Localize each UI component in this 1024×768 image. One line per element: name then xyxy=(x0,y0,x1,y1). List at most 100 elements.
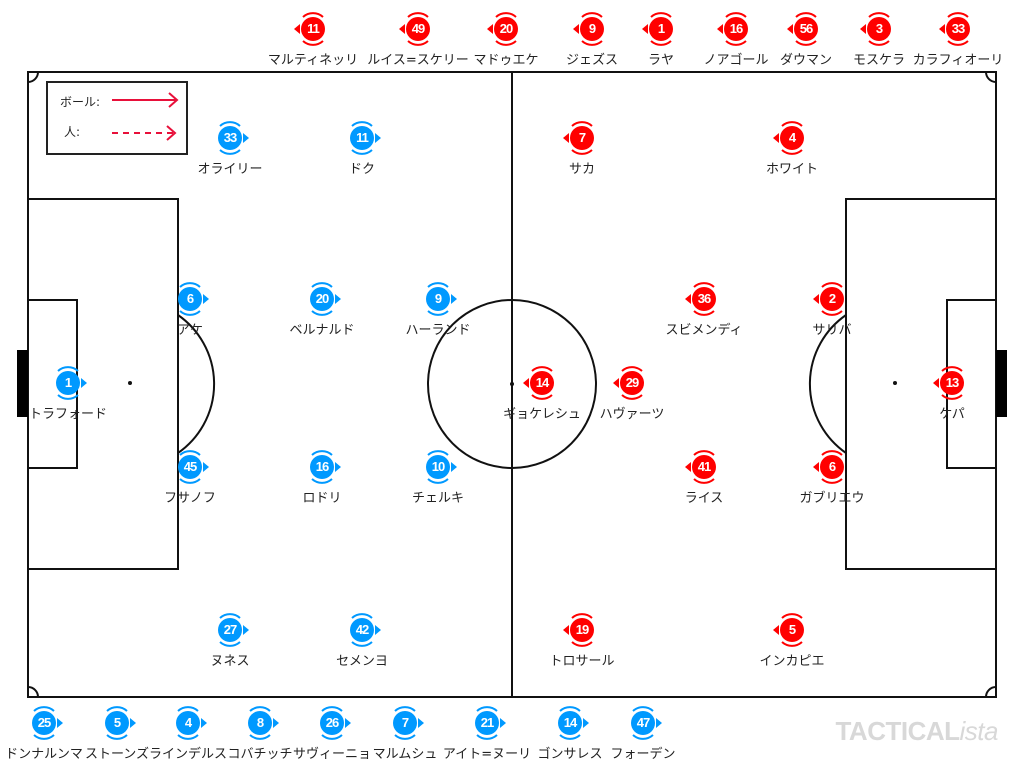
home-bench-marker[interactable]: 7 xyxy=(385,703,425,743)
away-players-marker[interactable]: 14 xyxy=(522,363,562,403)
player-icon xyxy=(399,12,430,46)
player-name: ガブリエウ xyxy=(799,491,865,506)
player-number: 19 xyxy=(575,622,589,637)
player-number: 9 xyxy=(434,291,442,306)
home-players-marker[interactable]: 11 xyxy=(342,118,382,158)
home-bench-marker[interactable]: 25 xyxy=(24,703,64,743)
away-players-marker[interactable]: 41 xyxy=(684,447,724,487)
player-number: 29 xyxy=(625,375,639,390)
home-players-marker[interactable]: 6 xyxy=(170,279,210,319)
home-players-marker[interactable]: 20 xyxy=(302,279,342,319)
player-name: ノアゴール xyxy=(703,53,769,68)
player-number: 5 xyxy=(113,715,121,730)
player-number: 45 xyxy=(183,459,197,474)
left-goal xyxy=(17,350,28,417)
player-name: アケ xyxy=(176,323,204,338)
home-players-marker[interactable]: 27 xyxy=(210,610,250,650)
player-icon xyxy=(320,706,351,740)
player-icon xyxy=(178,282,209,316)
player-number: 7 xyxy=(401,715,409,730)
player-icon xyxy=(563,121,594,155)
away-bench-marker[interactable]: 33 xyxy=(938,9,978,49)
player-icon xyxy=(685,282,716,316)
player-icon xyxy=(558,706,589,740)
player-number: 14 xyxy=(563,715,577,730)
player-icon xyxy=(176,706,207,740)
player-icon xyxy=(56,366,87,400)
home-bench-marker[interactable]: 21 xyxy=(467,703,507,743)
player-name: ラインデルス xyxy=(148,747,228,762)
away-bench-marker[interactable]: 56 xyxy=(786,9,826,49)
away-players-marker[interactable]: 36 xyxy=(684,279,724,319)
legend-arrows xyxy=(112,92,179,141)
away-bench-marker[interactable]: 16 xyxy=(716,9,756,49)
player-number: 49 xyxy=(411,21,425,36)
home-bench-marker[interactable]: 26 xyxy=(312,703,352,743)
player-name: ドク xyxy=(348,162,376,177)
player-number: 41 xyxy=(697,459,711,474)
away-players-marker[interactable]: 7 xyxy=(562,118,602,158)
player-number: 7 xyxy=(578,130,586,145)
away-players-marker[interactable]: 4 xyxy=(772,118,812,158)
player-icon xyxy=(178,450,209,484)
player-name: マルムシュ xyxy=(372,747,438,762)
player-icon xyxy=(475,706,506,740)
player-icon xyxy=(939,12,970,46)
away-players-marker[interactable]: 6 xyxy=(812,447,852,487)
home-players-marker[interactable]: 1 xyxy=(48,363,88,403)
player-name: ベルナルド xyxy=(289,323,355,338)
player-number: 6 xyxy=(828,459,836,474)
player-number: 26 xyxy=(325,715,339,730)
player-icon xyxy=(563,613,594,647)
player-name: スビメンディ xyxy=(665,323,743,338)
player-name: フサノフ xyxy=(164,491,216,506)
home-players-marker[interactable]: 45 xyxy=(170,447,210,487)
home-players-marker[interactable]: 33 xyxy=(210,118,250,158)
player-number: 21 xyxy=(480,715,494,730)
player-number: 33 xyxy=(951,21,965,36)
away-bench-marker[interactable]: 3 xyxy=(859,9,899,49)
away-players-marker[interactable]: 2 xyxy=(812,279,852,319)
player-icon xyxy=(426,450,457,484)
player-number: 16 xyxy=(315,459,329,474)
away-players-marker[interactable]: 19 xyxy=(562,610,602,650)
player-number: 20 xyxy=(499,21,513,36)
player-icon xyxy=(813,450,844,484)
player-name: ジェズス xyxy=(565,53,619,68)
home-bench-marker[interactable]: 47 xyxy=(623,703,663,743)
away-bench-marker[interactable]: 11 xyxy=(293,9,333,49)
player-name: コバチッチ xyxy=(227,747,293,762)
away-bench-marker[interactable]: 9 xyxy=(572,9,612,49)
player-name: サリバ xyxy=(812,323,852,338)
home-bench-marker[interactable]: 8 xyxy=(240,703,280,743)
away-players-marker[interactable]: 13 xyxy=(932,363,972,403)
player-number: 6 xyxy=(186,291,194,306)
player-icon xyxy=(350,613,381,647)
brand-watermark: TACTICALista xyxy=(835,716,998,747)
away-bench-marker[interactable]: 20 xyxy=(486,9,526,49)
player-name: マルティネッリ xyxy=(267,53,359,68)
player-name: フォーデン xyxy=(610,747,676,762)
away-bench-marker[interactable]: 1 xyxy=(641,9,681,49)
player-number: 3 xyxy=(875,21,883,36)
brand-main: TACTICAL xyxy=(835,716,960,746)
player-icon xyxy=(642,12,673,46)
home-players-marker[interactable]: 42 xyxy=(342,610,382,650)
player-name: ケパ xyxy=(939,407,965,422)
player-number: 42 xyxy=(355,622,369,637)
away-players-marker[interactable]: 5 xyxy=(772,610,812,650)
player-icon xyxy=(787,12,818,46)
brand-suffix: ista xyxy=(959,716,999,746)
away-players-marker[interactable]: 29 xyxy=(612,363,652,403)
home-bench-marker[interactable]: 5 xyxy=(97,703,137,743)
home-players-marker[interactable]: 9 xyxy=(418,279,458,319)
player-icon xyxy=(350,121,381,155)
home-bench-marker[interactable]: 4 xyxy=(168,703,208,743)
home-players-marker[interactable]: 16 xyxy=(302,447,342,487)
home-bench-marker[interactable]: 14 xyxy=(550,703,590,743)
player-name: ゴンサレス xyxy=(537,747,603,762)
player-name: セメンヨ xyxy=(336,654,388,669)
away-bench-marker[interactable]: 49 xyxy=(398,9,438,49)
home-players-marker[interactable]: 10 xyxy=(418,447,458,487)
